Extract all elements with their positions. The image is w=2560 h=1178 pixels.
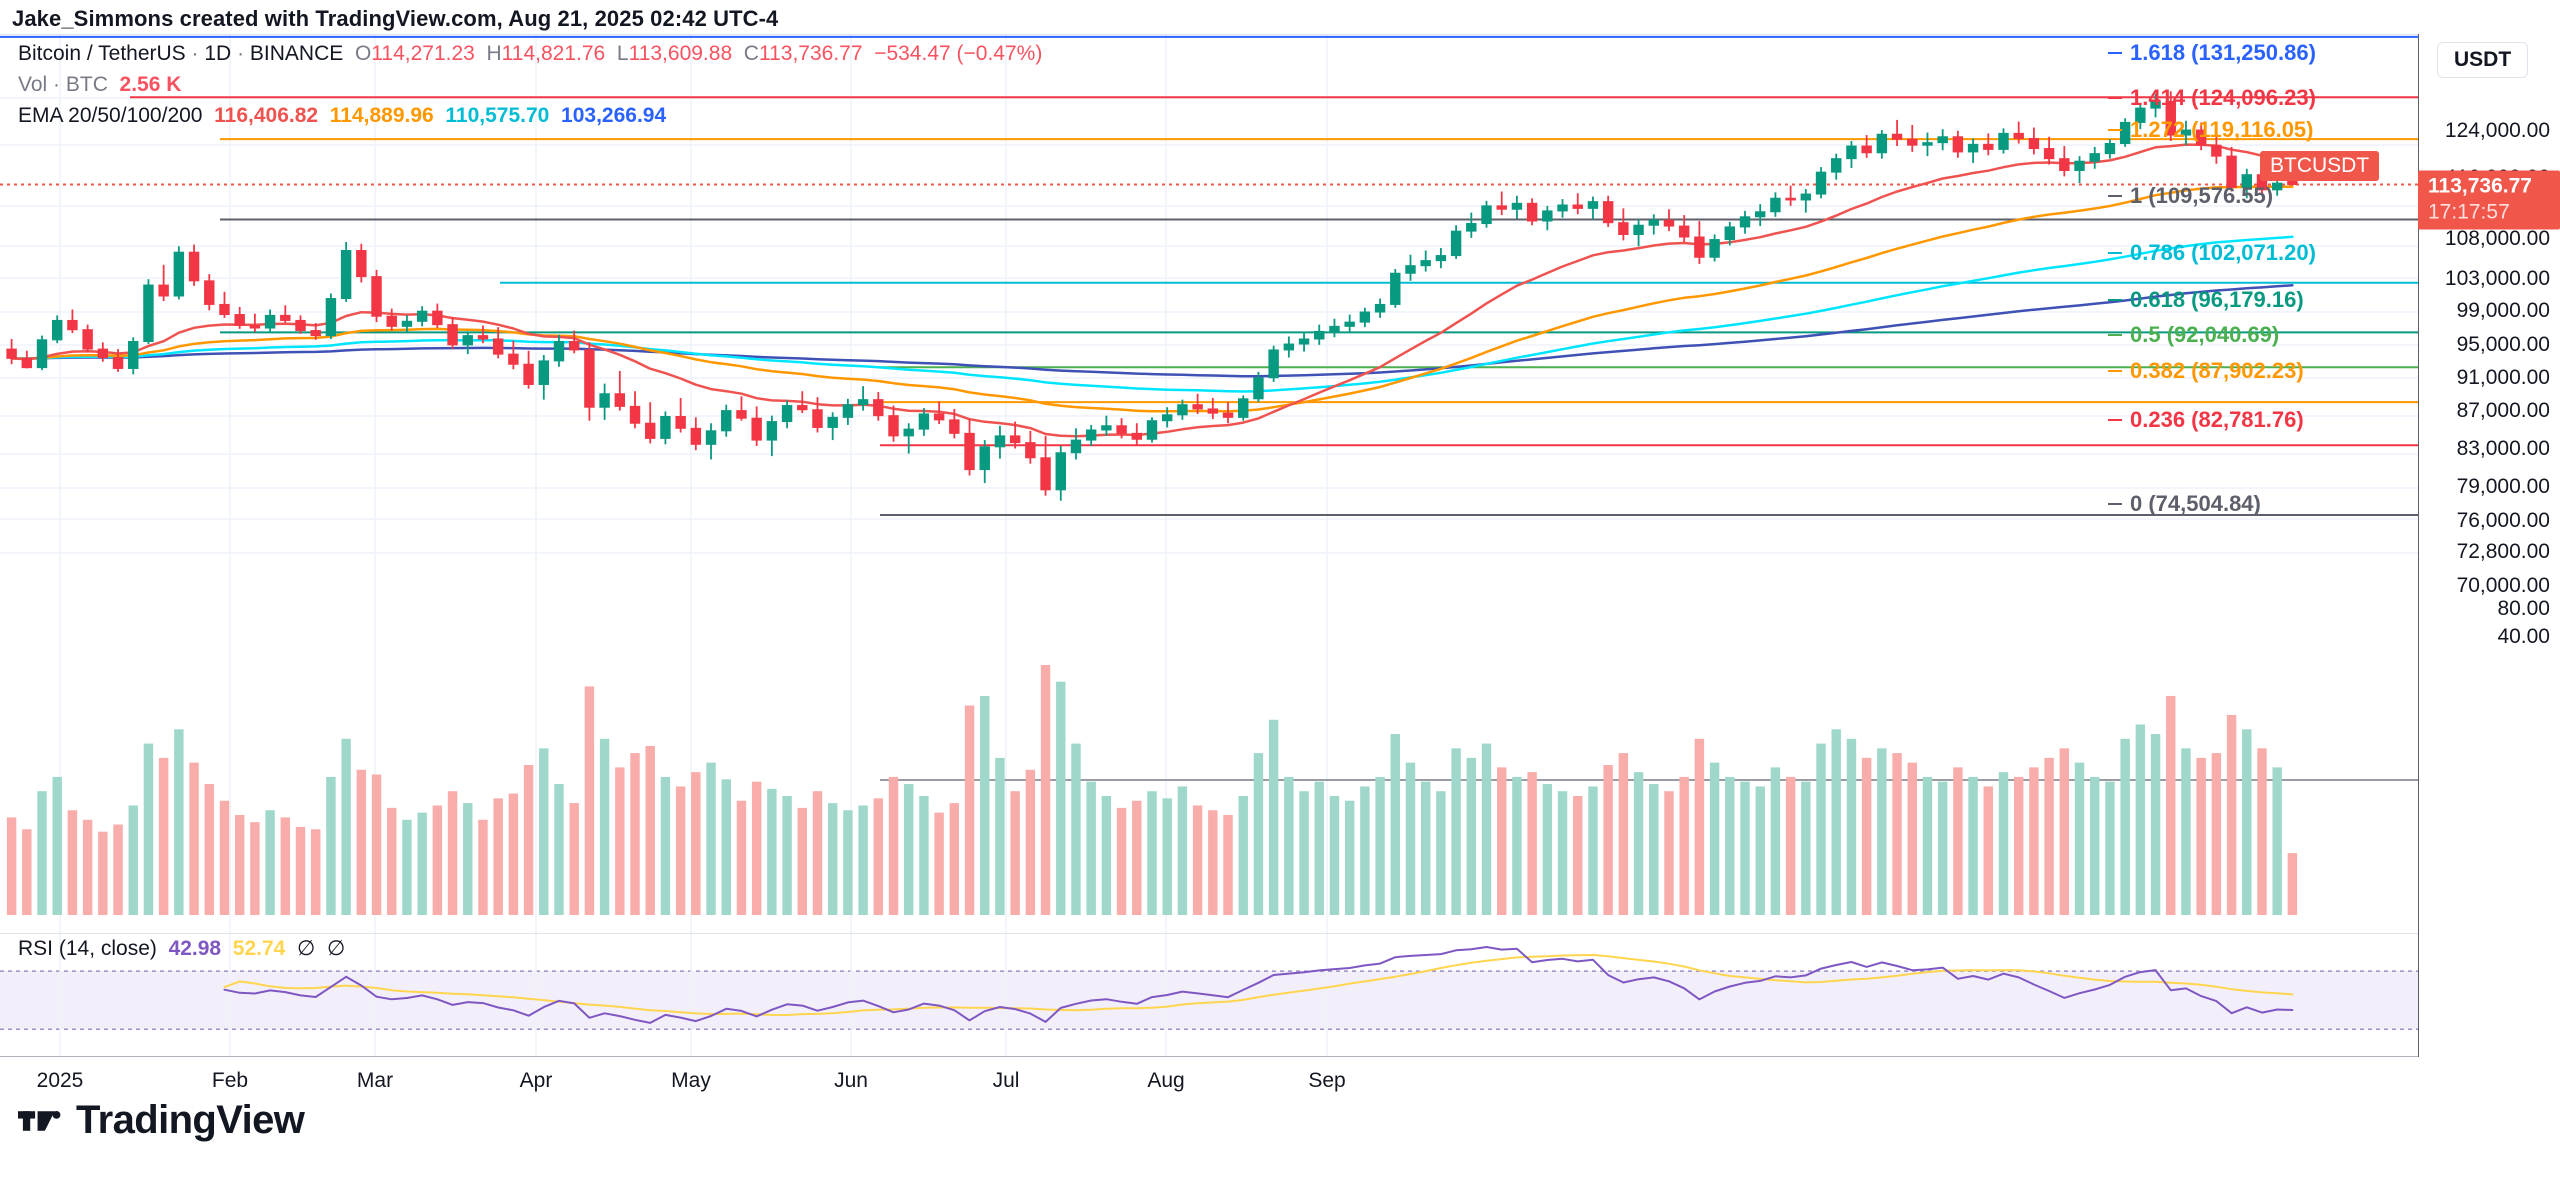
- time-axis-label: Jul: [992, 1069, 1020, 1092]
- legend-low-value: 113,609.88: [628, 42, 733, 65]
- fib-level-label: 0.786 (102,071.20): [2130, 240, 2316, 265]
- tradingview-logo[interactable]: TradingView: [18, 1098, 305, 1143]
- time-axis-label: Apr: [519, 1069, 553, 1092]
- fib-level-label: 1.414 (124,096.23): [2130, 85, 2316, 110]
- rsi-chart-pane[interactable]: [0, 934, 2418, 1057]
- legend-row-ohlc[interactable]: Bitcoin / TetherUS · 1D · BINANCE O114,2…: [18, 38, 1042, 69]
- current-price-value: 113,736.77: [2428, 174, 2532, 198]
- currency-badge[interactable]: USDT: [2437, 42, 2529, 78]
- legend-close-value: 113,736.77: [758, 42, 863, 65]
- bar-countdown: 17:17:57: [2428, 200, 2510, 224]
- legend-symbol[interactable]: Bitcoin / TetherUS: [18, 42, 186, 65]
- chart-frame: Bitcoin / TetherUS · 1D · BINANCE O114,2…: [0, 34, 2560, 1098]
- price-axis-label: 124,000.00: [2444, 119, 2550, 142]
- fib-level-label: 1 (109,576.55): [2130, 183, 2274, 208]
- fib-level-dash-icon: [2108, 195, 2122, 197]
- fib-level-label: 0.236 (82,781.76): [2130, 407, 2304, 432]
- price-axis[interactable]: USDT 124,000.00116,000.00108,000.00103,0…: [2418, 34, 2560, 1057]
- rsi-legend-value-1: 42.98: [168, 937, 222, 960]
- fib-level-label: 0.5 (92,040.69): [2130, 322, 2280, 347]
- fib-level-label: 0.618 (96,179.16): [2130, 287, 2304, 312]
- fib-level-label: 1.618 (131,250.86): [2130, 40, 2316, 65]
- time-axis[interactable]: 2025 Feb Mar Apr May Jun Jul Aug Sep: [0, 1057, 2418, 1098]
- legend-sep-2: ·: [231, 42, 250, 65]
- fib-level-dash-icon: [2108, 129, 2122, 131]
- price-axis-label: 79,000.00: [2456, 475, 2550, 498]
- time-axis-label: 2025: [36, 1069, 84, 1092]
- legend-ema-label[interactable]: EMA 20/50/100/200: [18, 104, 203, 127]
- time-axis-label: Aug: [1147, 1069, 1185, 1092]
- legend-interval[interactable]: 1D: [204, 42, 232, 65]
- price-axis-label: 83,000.00: [2456, 437, 2550, 460]
- legend-volume-value: 2.56 K: [119, 73, 182, 96]
- rsi-legend-value-2: 52.74: [232, 937, 286, 960]
- price-svg: [0, 35, 2418, 933]
- symbol-price-pill: BTCUSDT: [2260, 151, 2380, 181]
- legend-volume-label[interactable]: Vol · BTC: [18, 73, 108, 96]
- legend-ema200-value: 103,266.94: [561, 104, 667, 127]
- price-axis-label: 76,000.00: [2456, 509, 2550, 532]
- rsi-legend-name[interactable]: RSI (14, close): [18, 937, 157, 960]
- legend-open-key: O: [354, 42, 372, 65]
- fib-level-dash-icon: [2108, 419, 2122, 421]
- rsi-legend[interactable]: RSI (14, close) 42.98 52.74 ∅ ∅: [18, 936, 345, 962]
- legend-change-value: −534.47 (−0.47%): [874, 42, 1043, 65]
- fib-level-dash-icon: [2108, 334, 2122, 336]
- time-axis-label: Mar: [356, 1069, 394, 1092]
- price-axis-label: 108,000.00: [2444, 227, 2550, 250]
- current-price-tag: 113,736.77 17:17:57: [2418, 170, 2560, 230]
- price-axis-label: 103,000.00: [2444, 267, 2550, 290]
- price-chart-pane[interactable]: [0, 34, 2418, 934]
- time-axis-label: Jun: [834, 1069, 868, 1092]
- fib-level-dash-icon: [2108, 252, 2122, 254]
- rsi-legend-na-1: ∅: [297, 937, 316, 960]
- legend-sep-1: ·: [185, 42, 205, 65]
- time-axis-label: Sep: [1308, 1069, 1346, 1092]
- legend-high-key: H: [486, 42, 502, 65]
- rsi-svg: [0, 934, 2418, 1056]
- legend-ema100-value: 110,575.70: [445, 104, 550, 127]
- time-axis-label: Feb: [211, 1069, 249, 1092]
- price-axis-label: 99,000.00: [2456, 299, 2550, 322]
- legend-exchange[interactable]: BINANCE: [249, 42, 344, 65]
- price-axis-label: 95,000.00: [2456, 333, 2550, 356]
- time-axis-label: May: [671, 1069, 711, 1092]
- price-axis-label: 72,800.00: [2456, 540, 2550, 563]
- price-axis-label: 91,000.00: [2456, 366, 2550, 389]
- legend-row-ema[interactable]: EMA 20/50/100/200 116,406.82 114,889.96 …: [18, 100, 1042, 131]
- rsi-legend-na-2: ∅: [327, 937, 346, 960]
- legend-ema50-value: 114,889.96: [329, 104, 434, 127]
- legend-open-value: 114,271.23: [371, 42, 475, 65]
- fib-level-dash-icon: [2108, 52, 2122, 54]
- legend-high-value: 114,821.76: [501, 42, 606, 65]
- fib-level-dash-icon: [2108, 370, 2122, 372]
- fib-level-label: 1.272 (119,116.05): [2130, 117, 2314, 142]
- price-axis-label: 70,000.00: [2456, 574, 2550, 597]
- fib-level-dash-icon: [2108, 503, 2122, 505]
- legend-row-volume[interactable]: Vol · BTC 2.56 K: [18, 69, 1042, 100]
- tradingview-wordmark: TradingView: [76, 1098, 305, 1142]
- fib-level-dash-icon: [2108, 97, 2122, 99]
- legend-low-key: L: [616, 42, 629, 65]
- fib-level-dash-icon: [2108, 299, 2122, 301]
- price-axis-label: 80.00: [2497, 597, 2550, 620]
- attribution-text: Jake_Simmons created with TradingView.co…: [12, 6, 779, 31]
- tradingview-mark-icon: [18, 1110, 61, 1131]
- price-axis-label: 40.00: [2497, 625, 2550, 648]
- fib-level-label: 0.382 (87,902.23): [2130, 358, 2304, 383]
- fib-level-label: 0 (74,504.84): [2130, 491, 2261, 516]
- chart-legend[interactable]: Bitcoin / TetherUS · 1D · BINANCE O114,2…: [18, 38, 1042, 131]
- price-axis-label: 87,000.00: [2456, 399, 2550, 422]
- legend-close-key: C: [743, 42, 759, 65]
- legend-ema20-value: 116,406.82: [214, 104, 319, 127]
